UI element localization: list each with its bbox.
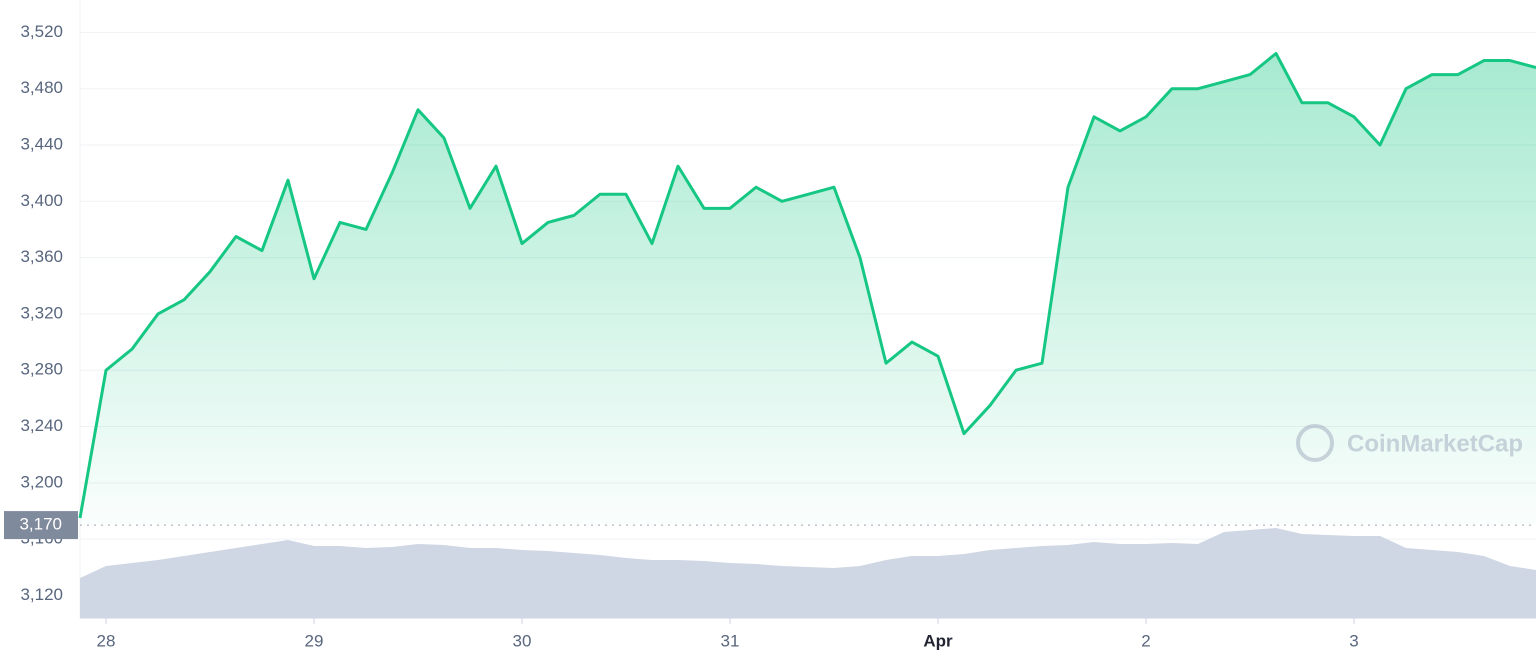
y-tick-label: 3,280 xyxy=(20,360,63,379)
price-area xyxy=(80,53,1536,526)
volume-area xyxy=(80,528,1536,618)
x-tick-label: 3 xyxy=(1349,631,1358,650)
y-tick-label: 3,240 xyxy=(20,416,63,435)
y-tick-label: 3,360 xyxy=(20,247,63,266)
y-tick-label: 3,320 xyxy=(20,303,63,322)
x-tick-label: 2 xyxy=(1141,631,1150,650)
x-tick-label: 30 xyxy=(513,631,532,650)
watermark-logo xyxy=(1296,424,1334,462)
y-tick-label: 3,520 xyxy=(20,22,63,41)
x-tick-label: 29 xyxy=(305,631,324,650)
x-tick-label: 31 xyxy=(721,631,740,650)
y-tick-label: 3,400 xyxy=(20,191,63,210)
x-tick-label: 28 xyxy=(97,631,116,650)
watermark-text: CoinMarketCap xyxy=(1347,430,1523,457)
y-tick-label: 3,480 xyxy=(20,78,63,97)
y-tick-label: 3,440 xyxy=(20,134,63,153)
y-tick-label: 3,200 xyxy=(20,472,63,491)
x-tick-label: Apr xyxy=(923,631,953,650)
watermark: CoinMarketCap xyxy=(1296,424,1523,462)
reference-label-bg xyxy=(4,511,78,540)
reference-label: 3,170 xyxy=(19,515,62,534)
y-tick-label: 3,120 xyxy=(20,585,63,604)
price-line xyxy=(78,51,1536,519)
